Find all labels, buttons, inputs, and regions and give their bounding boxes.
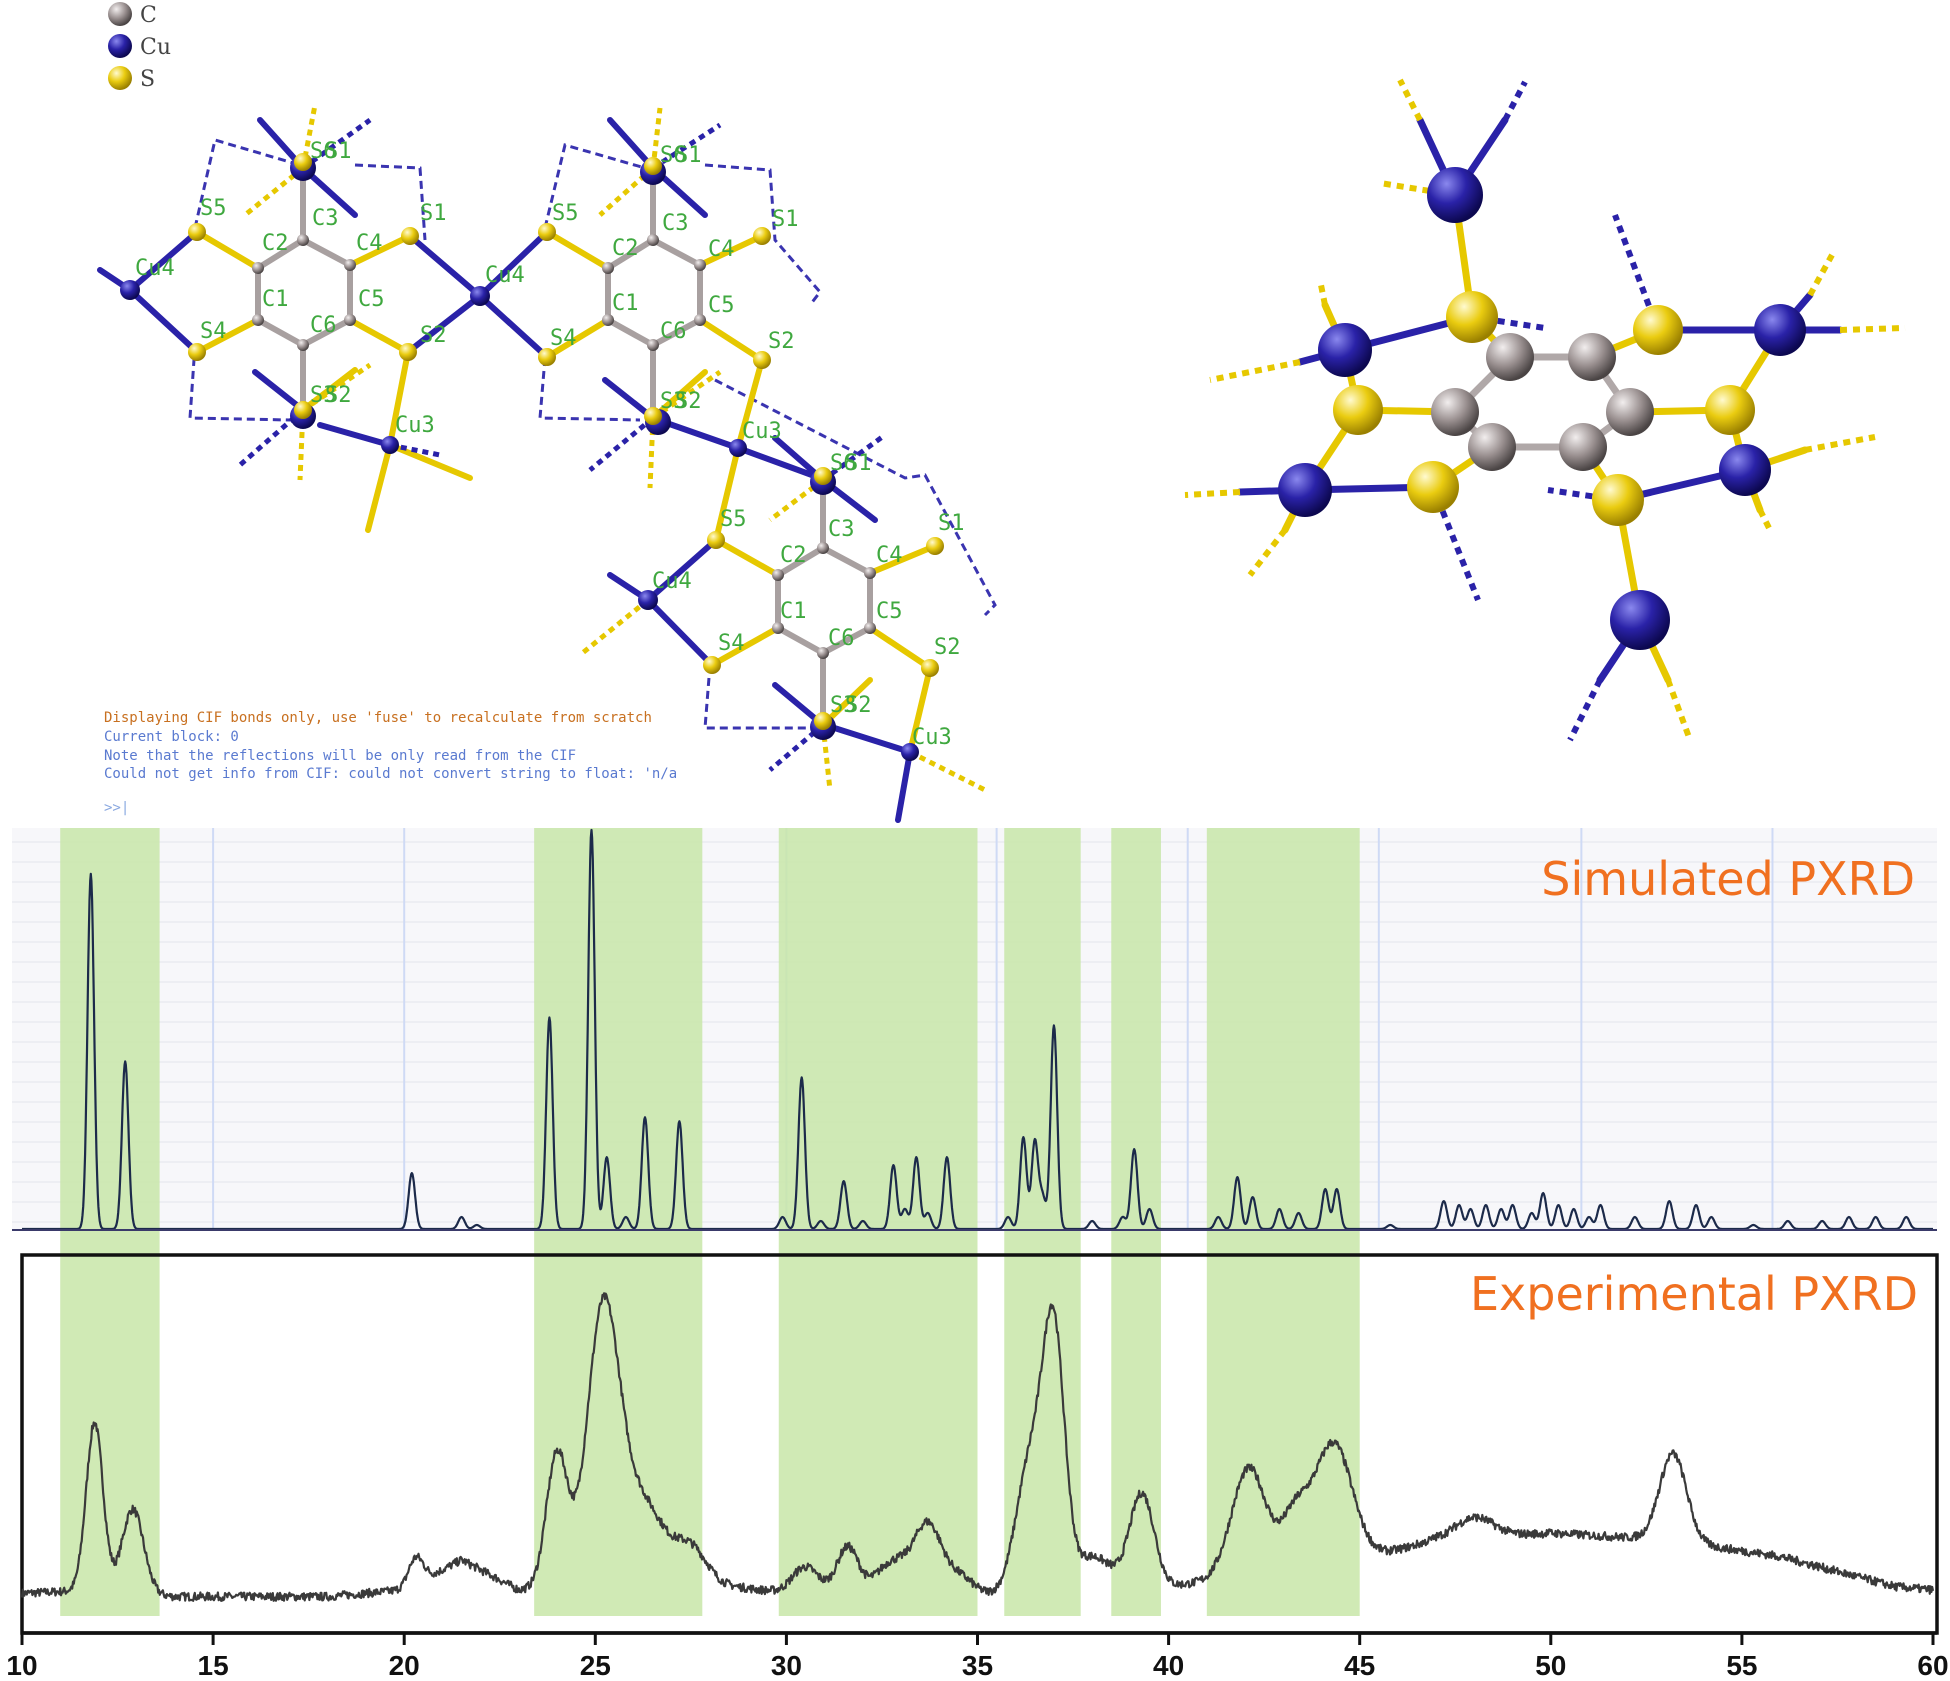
atom-label: C2	[612, 236, 639, 261]
atom-label: S2	[934, 635, 961, 660]
highlight-band	[534, 828, 703, 1616]
atom-labels-unit3: S6 S1 C3 S5 S1 C2 C4 Cu4 C1 C5 S4 C6 S2 …	[652, 451, 965, 750]
x-tick-label: 15	[198, 1650, 229, 1681]
x-tick-label: 10	[6, 1650, 37, 1681]
experimental-panel-title: Experimental PXRD	[1470, 1267, 1918, 1321]
atom-label: C4	[876, 543, 903, 568]
console-output: Displaying CIF bonds only, use 'fuse' to…	[104, 710, 677, 816]
x-tick-label: 55	[1726, 1650, 1757, 1681]
x-tick-label: 50	[1535, 1650, 1566, 1681]
atom-label: S5	[720, 507, 747, 532]
atom-label: S4	[550, 326, 577, 351]
atom-label: S2	[420, 323, 447, 348]
highlight-band	[778, 828, 978, 1616]
structure-network-2d: S6 S1 C3 S5 S1 C2 C4 Cu4 Cu4 C1 C5 S4 C6…	[97, 104, 997, 823]
x-tick-label: 35	[962, 1650, 993, 1681]
simulated-panel-title: Simulated PXRD	[1541, 852, 1915, 906]
highlight-band	[1004, 828, 1081, 1616]
x-tick-label: 45	[1344, 1650, 1375, 1681]
pxrd-chart: Simulated PXRD Experimental PXRD 10 15 20 2…	[6, 828, 1949, 1681]
atom-spheres-3d	[1278, 167, 1806, 650]
atom-label: C3	[662, 211, 689, 236]
atom-label: S2	[325, 383, 352, 408]
atom-label: C3	[312, 206, 339, 231]
atom-label: C2	[262, 231, 289, 256]
console-line: Note that the reflections will be only r…	[104, 748, 576, 764]
atom-label: C4	[708, 237, 735, 262]
atom-label: C6	[310, 313, 337, 338]
atom-label: S1	[325, 139, 352, 164]
console-line: Could not get info from CIF: could not c…	[104, 766, 677, 782]
atom-label: S3	[660, 389, 687, 414]
atom-label: S1	[420, 201, 447, 226]
atom-label: S6	[830, 451, 857, 476]
legend-label-c: C	[140, 3, 157, 28]
atom-legend: C Cu S	[108, 2, 171, 92]
atom-spheres-2d	[120, 153, 944, 761]
atom-label: S6	[310, 139, 337, 164]
atom-label: S3	[310, 383, 337, 408]
atom-labels-unit2: S6 S1 C3 S5 S1 C2 C4 C1 C5 S4 C6 S2 S3 S…	[550, 143, 799, 444]
atom-label: Cu4	[652, 569, 692, 594]
sulfur-legend-icon	[108, 66, 132, 90]
atom-label: Cu3	[742, 419, 782, 444]
atom-label: S1	[675, 143, 702, 168]
carbon-legend-icon	[108, 2, 132, 26]
atom-label: S2	[675, 389, 702, 414]
legend-label-cu: Cu	[140, 35, 171, 60]
console-line: Displaying CIF bonds only, use 'fuse' to…	[104, 710, 652, 726]
atom-label: C3	[828, 517, 855, 542]
atom-label: C5	[708, 293, 735, 318]
atom-label: Cu3	[395, 413, 435, 438]
atom-label: Cu4	[485, 263, 525, 288]
console-prompt[interactable]: >>|	[104, 800, 129, 816]
atom-label: Cu4	[135, 256, 175, 281]
atom-label: S5	[552, 201, 579, 226]
atom-label: S6	[660, 143, 687, 168]
atom-label: S3	[830, 693, 857, 718]
atom-label: Cu3	[912, 725, 952, 750]
x-tick-label: 30	[771, 1650, 802, 1681]
atom-label: C2	[780, 543, 807, 568]
highlight-band	[60, 828, 160, 1616]
atom-label: S5	[200, 196, 227, 221]
atom-labels-unit1: S6 S1 C3 S5 S1 C2 C4 Cu4 Cu4 C1 C5 S4 C6…	[135, 139, 525, 438]
atom-label: S2	[768, 329, 795, 354]
atom-label: C1	[612, 291, 639, 316]
x-tick-label: 20	[389, 1650, 420, 1681]
atom-label: S1	[938, 511, 965, 536]
atom-label: C4	[356, 231, 383, 256]
atom-label: S1	[845, 451, 872, 476]
x-tick-label: 25	[580, 1650, 611, 1681]
atom-label: C5	[358, 287, 385, 312]
highlight-bands	[60, 828, 1360, 1616]
legend-label-s: S	[140, 67, 155, 92]
structure-cluster-3d	[1184, 78, 1906, 742]
x-tick-label: 40	[1153, 1650, 1184, 1681]
atom-label: S2	[845, 693, 872, 718]
atom-label: C1	[262, 287, 289, 312]
atom-label: C6	[828, 626, 855, 651]
x-axis-ticks: 10 15 20 25 30 35 40 45 50 55 60	[6, 1633, 1949, 1681]
atom-label: C5	[876, 599, 903, 624]
atom-label: C6	[660, 319, 687, 344]
atom-label: S4	[718, 631, 745, 656]
console-line: Current block: 0	[104, 729, 239, 745]
experimental-pxrd-series-line	[20, 1292, 1935, 1602]
x-tick-label: 60	[1917, 1650, 1948, 1681]
atom-label: C1	[780, 599, 807, 624]
copper-legend-icon	[108, 34, 132, 58]
atom-label: S1	[772, 207, 799, 232]
atom-label: S4	[200, 319, 227, 344]
